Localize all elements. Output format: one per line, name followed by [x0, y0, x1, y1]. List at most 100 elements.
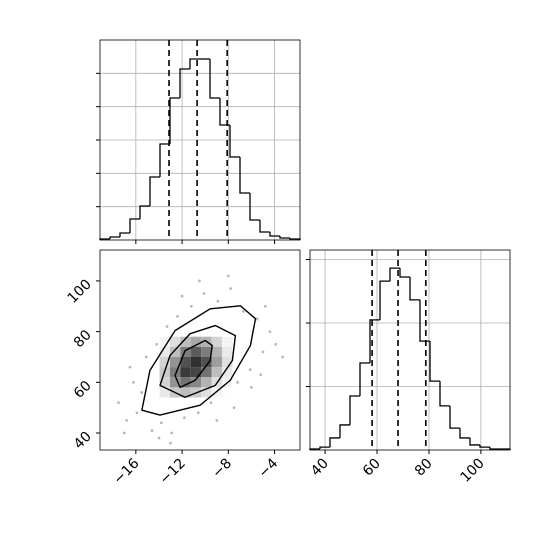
scatter-point	[261, 350, 265, 354]
histogram-step	[419, 299, 430, 342]
scatter-point	[202, 292, 206, 295]
scatter-point	[250, 385, 253, 389]
density-cell	[211, 346, 222, 357]
scatter-point	[248, 368, 252, 372]
density-cell	[190, 367, 202, 378]
scatter-point	[176, 315, 179, 318]
scatter-point	[236, 380, 239, 384]
scatter-point	[263, 304, 267, 308]
scatter-point	[259, 373, 263, 377]
scatter-point	[189, 304, 193, 308]
density-cell	[180, 367, 191, 378]
scatter-point	[169, 441, 172, 445]
histogram-step	[399, 268, 410, 278]
histogram-step	[129, 218, 140, 233]
scatter-point	[157, 436, 161, 440]
histogram-step	[369, 319, 380, 364]
density-cell	[201, 377, 212, 388]
scatter-point	[150, 429, 154, 432]
density-cell	[190, 346, 202, 357]
contour	[159, 324, 237, 398]
scatter-point	[135, 411, 139, 415]
density-cell	[211, 336, 222, 347]
density-cell	[190, 336, 202, 347]
histogram-step	[189, 58, 200, 69]
y-tick-label: 100	[65, 276, 95, 306]
y-tick-label: 80	[71, 327, 95, 351]
histogram-step	[409, 276, 420, 301]
histogram-step	[179, 68, 190, 98]
histogram-step	[359, 362, 370, 397]
scatter-point	[281, 355, 285, 359]
histogram-step	[249, 193, 260, 221]
density-cell	[169, 336, 181, 347]
density-cell	[169, 356, 181, 368]
scatter-point	[180, 294, 184, 298]
scatter-point	[268, 330, 272, 334]
scatter-point	[140, 391, 144, 394]
density-cell	[201, 356, 212, 368]
histogram-step	[209, 59, 220, 99]
scatter-point	[125, 418, 128, 422]
x-tick-label: 80	[412, 456, 436, 480]
scatter-point	[165, 325, 169, 328]
histogram-step	[339, 424, 350, 438]
scatter-point	[182, 416, 186, 420]
y-tick-label: 40	[71, 429, 95, 453]
histogram-step	[149, 176, 160, 206]
y-tick-label: 60	[71, 378, 95, 402]
density-cell	[201, 346, 212, 357]
density-cell	[180, 387, 191, 398]
scatter-point	[274, 342, 278, 346]
density-cell	[201, 367, 212, 378]
scatter-point	[209, 401, 213, 404]
x-tick-label: 100	[458, 456, 488, 486]
density-cell	[211, 367, 222, 378]
histogram-step	[269, 232, 280, 237]
histogram-step	[349, 395, 360, 425]
x-tick-label: 40	[308, 456, 332, 480]
histogram-step	[379, 280, 390, 320]
histogram-step	[439, 381, 450, 407]
histogram-step	[319, 446, 330, 450]
histogram-step	[229, 125, 240, 158]
histogram-step	[119, 232, 130, 237]
density-cell	[211, 387, 222, 398]
histogram-step	[139, 205, 150, 219]
histogram-step	[169, 97, 180, 144]
density-cell	[180, 377, 191, 388]
density-cell	[190, 377, 202, 388]
histogram-step	[479, 444, 490, 448]
scatter-point	[170, 431, 174, 435]
density-cell	[159, 387, 170, 398]
x-tick-label: −8	[209, 456, 235, 482]
density-cell	[159, 356, 170, 368]
histogram-step	[459, 428, 470, 439]
density-cell	[221, 367, 233, 378]
scatter-point	[255, 317, 259, 321]
scatter-point	[122, 431, 126, 435]
density-cell	[221, 387, 233, 398]
scatter-point	[159, 421, 163, 425]
density-cell	[169, 377, 181, 388]
x-tick-label: 60	[360, 456, 384, 480]
scatter-point	[144, 355, 148, 359]
x-tick-label: −4	[255, 455, 281, 481]
x-tick-label: −16	[110, 455, 142, 487]
density-cell	[159, 336, 170, 347]
density-cell	[159, 377, 170, 388]
histogram-step	[329, 437, 340, 448]
histogram-step	[259, 220, 270, 233]
histogram-step	[239, 157, 250, 194]
density-cell	[180, 356, 191, 368]
density-cell	[169, 367, 181, 378]
histogram-step	[489, 447, 500, 450]
axes-frame	[99, 39, 301, 241]
axes-frame	[309, 249, 511, 451]
density-cell	[180, 336, 191, 347]
histogram-step	[469, 437, 480, 446]
scatter-point	[229, 287, 233, 290]
density-cell	[201, 387, 212, 398]
density-cell	[221, 336, 233, 347]
